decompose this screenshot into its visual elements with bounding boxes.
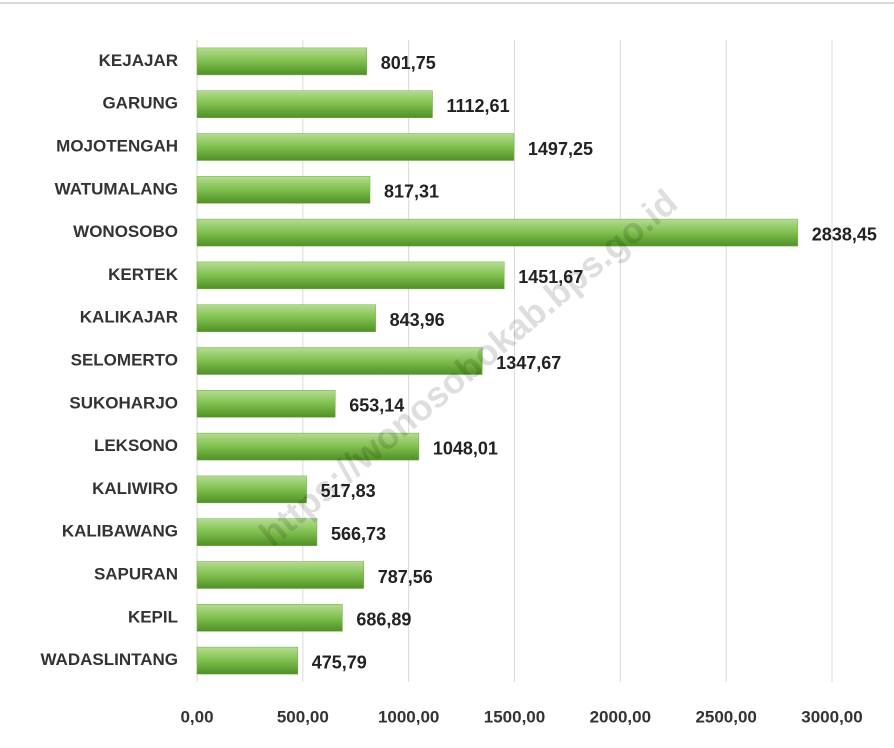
- value-label: 1451,67: [518, 267, 583, 287]
- value-label: 475,79: [312, 652, 367, 672]
- category-label: WADASLINTANG: [40, 650, 178, 669]
- x-tick-label: 0,00: [180, 707, 213, 726]
- bar: [196, 518, 318, 546]
- bar: [196, 304, 376, 332]
- bar: [196, 604, 343, 632]
- bar: [196, 218, 799, 247]
- value-label: 1112,61: [447, 96, 510, 116]
- category-label: SUKOHARJO: [69, 393, 178, 412]
- value-label: 653,14: [349, 396, 404, 416]
- bar: [196, 133, 515, 161]
- bar: [196, 432, 420, 461]
- category-label: KALIKAJAR: [80, 308, 178, 327]
- bar: [196, 347, 483, 375]
- category-label: KALIWIRO: [92, 479, 178, 498]
- category-label: LEKSONO: [94, 436, 178, 455]
- value-label: 686,89: [356, 610, 411, 630]
- value-label: 517,83: [321, 481, 376, 501]
- value-label: 843,96: [390, 310, 445, 330]
- category-label: WONOSOBO: [73, 222, 178, 241]
- value-label: 2838,45: [812, 224, 877, 244]
- value-label: 566,73: [331, 524, 386, 544]
- value-label: 1048,01: [433, 438, 498, 458]
- grid: 0,00 500,00 1000,00 1500,00 2000,00 2500,00 30…: [180, 40, 863, 726]
- bar: [196, 646, 298, 675]
- bar: [196, 47, 367, 76]
- bar: [196, 90, 433, 118]
- value-label: 817,31: [384, 182, 439, 202]
- bar: [196, 390, 336, 418]
- category-label: KEPIL: [128, 607, 178, 626]
- category-label: SAPURAN: [94, 564, 178, 583]
- bar: [196, 261, 505, 290]
- bar: [196, 475, 307, 504]
- x-tick-label: 500,00: [277, 707, 329, 726]
- x-tick-label: 1000,00: [378, 707, 439, 726]
- bar: [196, 561, 364, 589]
- value-label: 787,56: [378, 567, 433, 587]
- category-label: SELOMERTO: [71, 350, 178, 369]
- x-tick-label: 2000,00: [590, 707, 651, 726]
- x-tick-label: 1500,00: [484, 707, 545, 726]
- bar: [196, 176, 371, 204]
- value-label: 801,75: [381, 53, 436, 73]
- category-label: KERTEK: [108, 265, 179, 284]
- category-label: KALIBAWANG: [62, 522, 178, 541]
- category-label: MOJOTENGAH: [56, 136, 178, 155]
- value-label: 1347,67: [496, 353, 561, 373]
- bars: KEJAJAR 801,75 GARUNG 1112,61 MOJOTENGAH 1497…: [40, 47, 877, 675]
- category-label: WATUMALANG: [55, 179, 178, 198]
- value-label: 1497,25: [528, 139, 593, 159]
- category-label: KEJAJAR: [99, 51, 178, 70]
- x-tick-label: 2500,00: [695, 707, 756, 726]
- x-tick-label: 3000,00: [801, 707, 862, 726]
- category-label: GARUNG: [102, 94, 178, 113]
